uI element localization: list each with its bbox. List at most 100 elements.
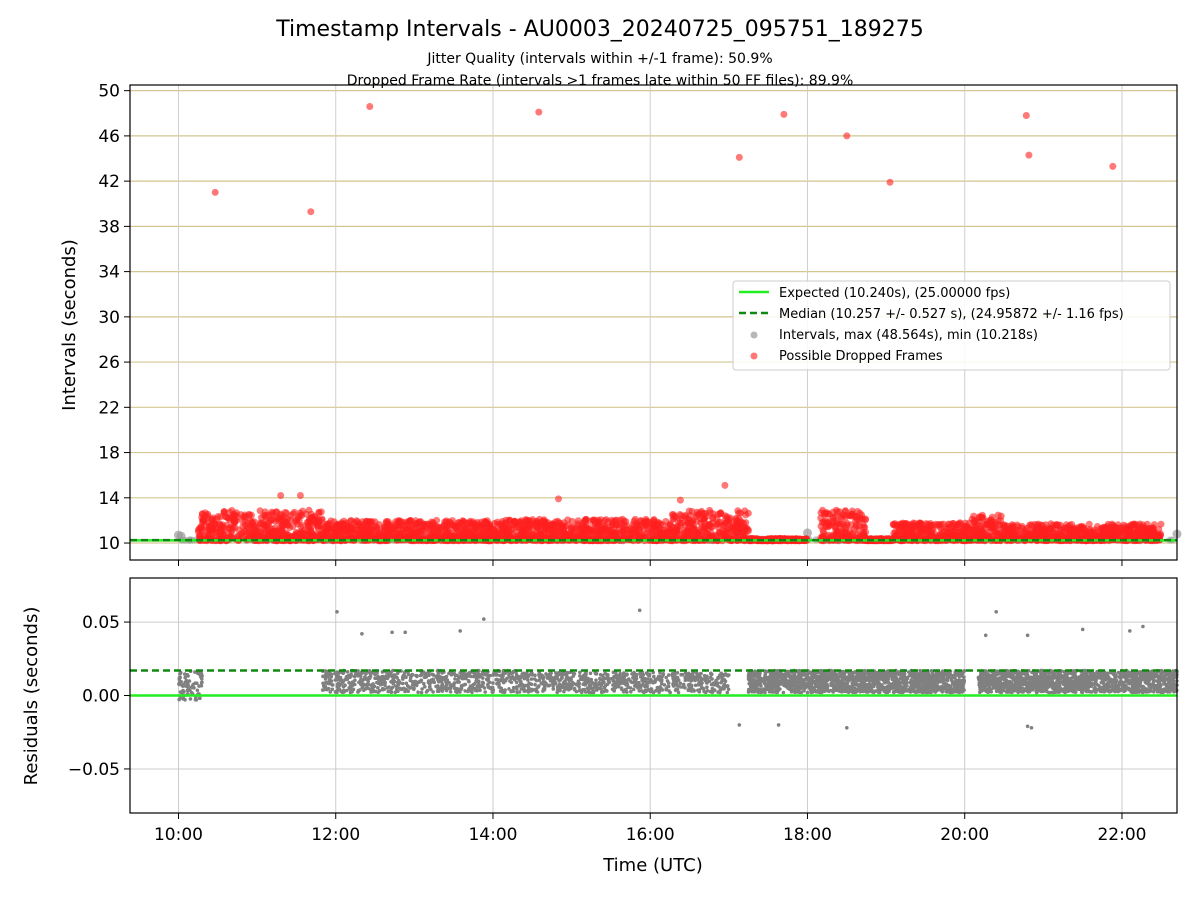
dropped-frame-point <box>502 516 510 524</box>
dropped-frame-point <box>312 518 320 526</box>
residual-point <box>358 674 363 678</box>
dropped-frame-point <box>442 527 450 535</box>
dropped-frame-point <box>358 524 366 532</box>
dropped-frame-point <box>578 530 586 538</box>
dropped-frame-point <box>956 519 964 527</box>
residual-point <box>365 685 370 690</box>
dropped-frame-point <box>676 515 684 523</box>
residual-point <box>482 686 487 690</box>
dropped-frame-point <box>1145 530 1153 537</box>
residual-point <box>510 688 515 693</box>
dropped-frame-point <box>404 520 412 528</box>
residual-point <box>453 686 457 691</box>
dropped-frame-point <box>208 526 216 534</box>
top-y-tick-label: 18 <box>98 444 120 464</box>
residual-point <box>478 688 482 692</box>
dropped-frame-point <box>340 527 348 535</box>
residual-point <box>461 673 466 677</box>
dropped-frame-point <box>835 533 843 541</box>
residual-point <box>358 688 362 692</box>
residual-point <box>200 677 204 681</box>
residual-point <box>495 682 499 686</box>
residual-point <box>345 677 350 681</box>
dropped-frame-point <box>262 511 270 519</box>
residual-point <box>197 684 201 688</box>
dropped-frame-point <box>265 530 273 538</box>
residual-point <box>468 684 473 688</box>
dropped-frame-point <box>676 496 684 504</box>
residual-point <box>447 671 451 676</box>
dropped-frame-point <box>435 530 443 538</box>
dropped-frame-point <box>247 517 254 525</box>
residual-point <box>487 686 492 690</box>
dropped-frame-point <box>780 110 788 118</box>
dropped-frame-point <box>1022 112 1030 119</box>
top-y-tick-label: 34 <box>98 263 120 283</box>
dropped-frame-point <box>296 492 304 499</box>
dropped-frame-point <box>886 178 894 186</box>
residual-point <box>179 680 183 684</box>
residual-point <box>414 683 419 687</box>
dropped-frame-point <box>468 519 476 527</box>
dropped-frame-point <box>702 510 710 517</box>
residual-point <box>323 674 328 679</box>
dropped-frame-point <box>332 531 340 539</box>
dropped-frame-point <box>209 514 217 522</box>
dropped-frame-point <box>901 521 909 529</box>
residual-point <box>683 675 687 680</box>
residual-point <box>687 675 691 679</box>
dropped-frame-point <box>702 524 709 532</box>
dropped-frame-point <box>832 526 840 534</box>
dropped-frame-point <box>1036 530 1043 538</box>
dropped-frame-point <box>1000 524 1008 532</box>
residual-point <box>440 675 444 680</box>
residual-point <box>328 690 333 694</box>
residual-point <box>376 674 380 679</box>
residual-point <box>418 673 423 678</box>
residual-point <box>376 686 380 690</box>
dropped-frame-point <box>819 506 827 514</box>
residual-point <box>500 679 505 683</box>
residual-point <box>338 683 342 687</box>
dropped-frame-point <box>848 531 856 539</box>
dropped-frame-point <box>841 523 849 531</box>
residual-point <box>631 687 636 692</box>
residual-point <box>473 671 477 675</box>
dropped-frame-point <box>574 517 582 525</box>
dropped-frame-point <box>475 533 483 541</box>
top-y-tick-label: 38 <box>98 217 120 237</box>
residual-point <box>454 689 458 694</box>
residual-point <box>561 681 566 685</box>
residual-point <box>195 681 199 685</box>
chart-title: Timestamp Intervals - AU0003_20240725_09… <box>275 17 924 42</box>
dropped-frame-point <box>1049 525 1057 533</box>
dropped-frame-point <box>670 514 678 522</box>
dropped-frame-point <box>525 517 533 524</box>
dropped-frame-point <box>632 529 640 537</box>
chart-subtitle-2: Dropped Frame Rate (intervals >1 frames … <box>347 73 854 89</box>
dropped-frame-point <box>494 531 502 538</box>
residual-point <box>724 672 729 677</box>
dropped-frame-point <box>556 524 564 532</box>
dropped-frame-point <box>1134 531 1142 539</box>
dropped-frame-point <box>241 527 248 535</box>
dropped-frame-point <box>1103 526 1111 534</box>
residual-point <box>177 676 182 680</box>
dropped-frame-point <box>1042 521 1050 529</box>
residual-point <box>460 676 465 681</box>
dropped-frame-point <box>742 511 750 519</box>
dropped-frame-point <box>283 509 291 517</box>
residual-point <box>510 671 515 675</box>
interval-point <box>803 528 812 538</box>
residual-point <box>455 680 460 684</box>
dropped-frame-point <box>694 531 702 538</box>
residual-point <box>491 681 495 685</box>
residual-point <box>448 690 453 694</box>
dropped-frame-point <box>1009 528 1017 536</box>
residual-point <box>380 687 385 692</box>
residual-point <box>494 677 498 682</box>
residual-point <box>665 679 670 683</box>
dropped-frame-point <box>916 528 924 536</box>
dropped-frame-point <box>978 513 985 521</box>
residual-point <box>498 689 503 693</box>
